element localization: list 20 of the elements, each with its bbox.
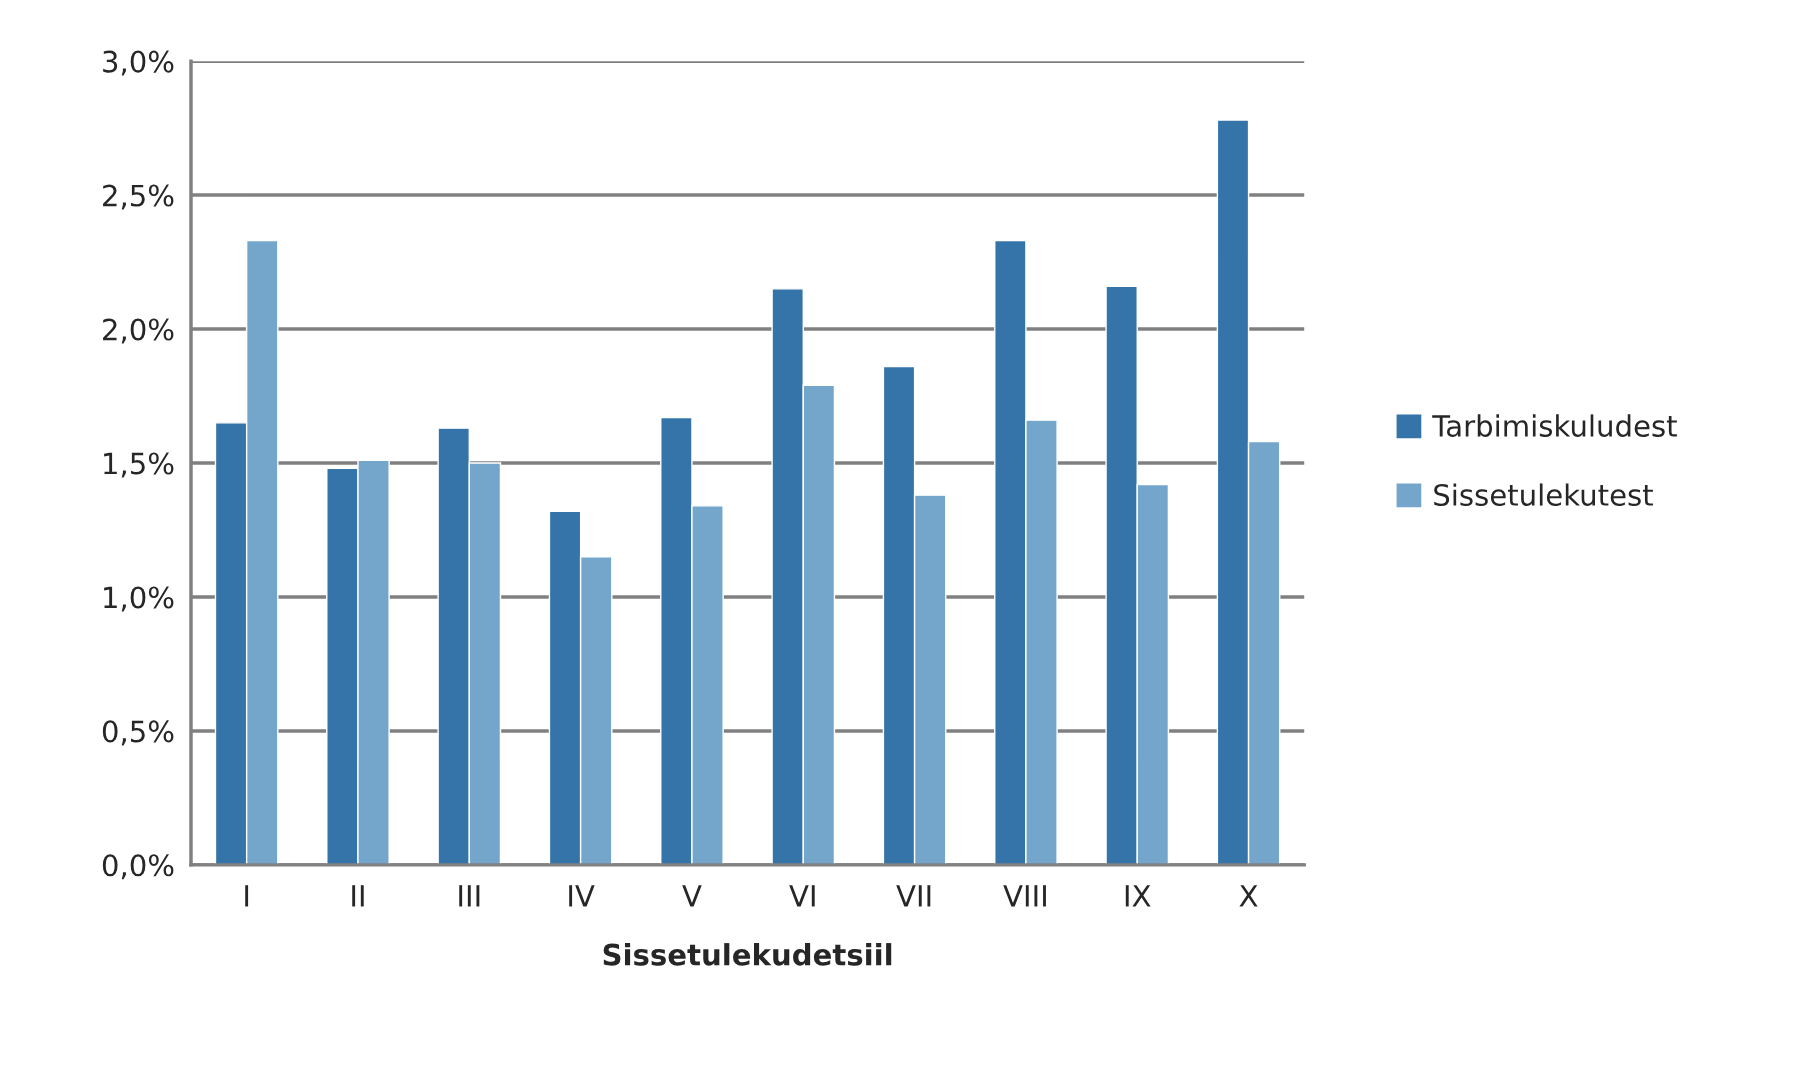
y-tick-label: 3,0% bbox=[103, 50, 174, 76]
x-tick-label: X bbox=[1239, 885, 1258, 907]
legend-label: Tarbimiskuludest bbox=[1432, 414, 1677, 437]
x-tick-label: V bbox=[682, 885, 702, 907]
y-tick-label: 2,5% bbox=[103, 184, 174, 210]
y-tick-label: 2,0% bbox=[103, 318, 174, 344]
y-tick-label: 0,0% bbox=[102, 854, 174, 880]
x-tick-label: I bbox=[245, 885, 249, 907]
x-tick-label: VII bbox=[896, 885, 931, 907]
x-tick-label: VIII bbox=[1003, 885, 1046, 907]
x-tick-label: IX bbox=[1125, 885, 1151, 907]
legend-label: Sissetulekutest bbox=[1434, 483, 1653, 506]
x-tick-label: VI bbox=[789, 885, 815, 907]
x-axis-title: Sissetulekudetsiil bbox=[603, 943, 892, 966]
x-tick-label: II bbox=[352, 885, 364, 907]
y-tick-label: 1,0% bbox=[104, 586, 174, 612]
x-tick-label: IV bbox=[569, 885, 595, 907]
x-tick-label: III bbox=[459, 885, 480, 907]
y-tick-label: 0,5% bbox=[102, 720, 174, 746]
y-tick-label: 1,5% bbox=[104, 452, 174, 478]
